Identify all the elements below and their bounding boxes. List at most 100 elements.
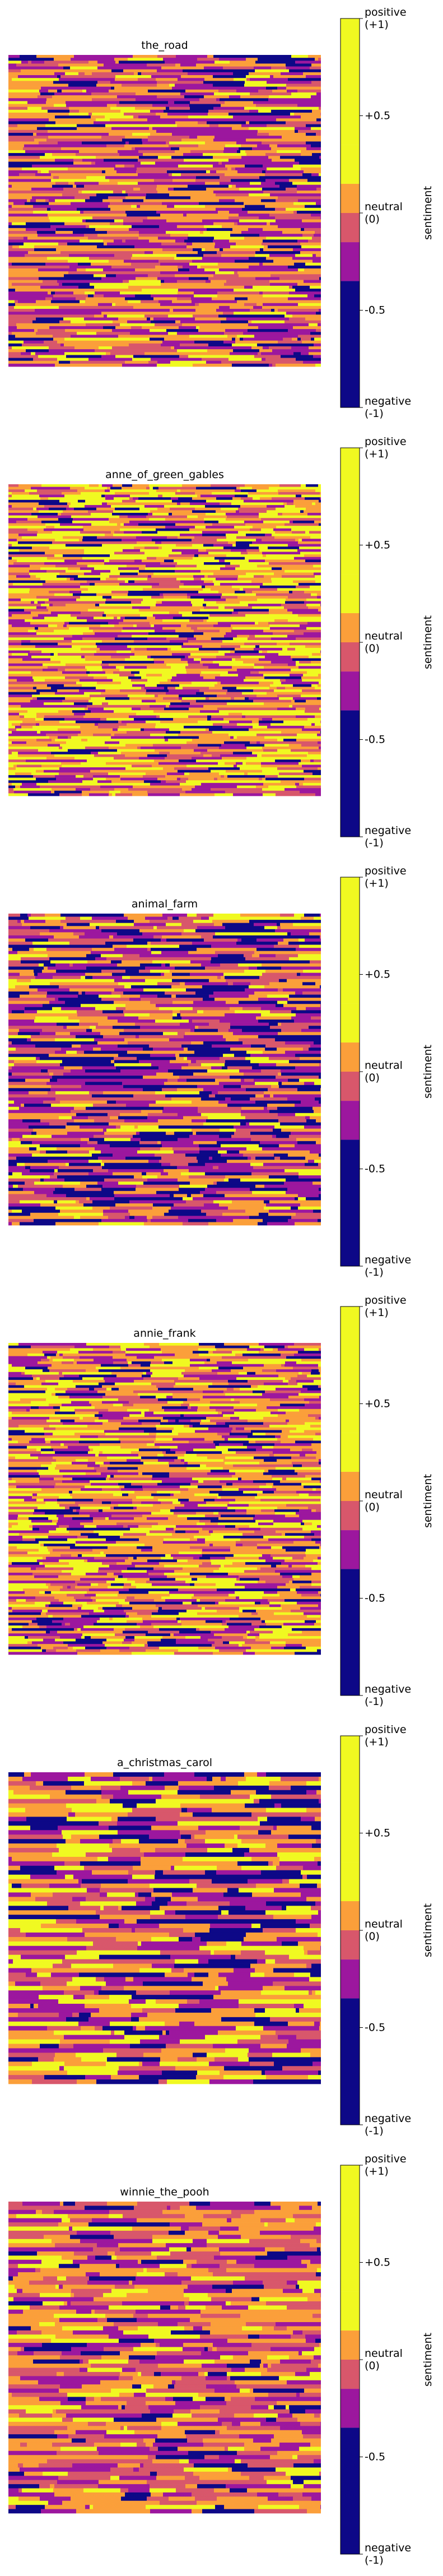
heatmap-cell (189, 127, 232, 131)
heatmap-cell (259, 546, 268, 550)
heatmap-cell (203, 754, 212, 757)
heatmap-cell (167, 772, 184, 776)
heatmap-cell (8, 627, 35, 630)
heatmap-cell (105, 689, 120, 693)
heatmap-cell (272, 718, 307, 721)
heatmap-cell (204, 520, 208, 523)
heatmap-cell (107, 291, 120, 295)
heatmap-cell (137, 541, 155, 544)
heatmap-cell (122, 976, 130, 980)
heatmap-cell (143, 775, 165, 778)
heatmap-cell (189, 528, 218, 531)
heatmap-cell (286, 207, 321, 211)
heatmap-cell (160, 593, 163, 596)
heatmap-cell (8, 167, 22, 171)
heatmap-cell (128, 590, 164, 594)
heatmap-cell (260, 1356, 286, 1359)
heatmap-cell (231, 1097, 250, 1101)
heatmap-cell (34, 972, 38, 976)
heatmap-cell (8, 1218, 34, 1222)
heatmap-cell (58, 614, 71, 617)
heatmap-cell (70, 487, 79, 490)
colorbar-tick-label: negative (-1) (365, 1254, 411, 1278)
heatmap-cell (151, 1144, 162, 1148)
heatmap-cell (105, 741, 119, 744)
heatmap-cell (8, 1048, 16, 1051)
heatmap-cell (229, 712, 242, 716)
heatmap-cell (258, 728, 269, 731)
heatmap-cell (150, 733, 178, 736)
heatmap-cell (277, 515, 311, 518)
heatmap-cell (189, 1134, 219, 1138)
heatmap-cell (237, 271, 282, 275)
heatmap-cell (186, 245, 214, 249)
heatmap-cell (80, 679, 113, 682)
heatmap-cell (55, 1222, 72, 1226)
heatmap-cell (186, 780, 225, 784)
heatmap-cell (86, 323, 120, 327)
heatmap-cell (189, 619, 203, 622)
heatmap-cell (153, 1026, 195, 1030)
heatmap-cell (12, 332, 36, 335)
heatmap-cell (201, 577, 216, 581)
heatmap-cell (263, 291, 289, 295)
heatmap-cell (310, 960, 321, 964)
heatmap-cell (198, 515, 227, 518)
heatmap-cell (220, 502, 231, 506)
heatmap-cell (295, 647, 321, 651)
heatmap-cell (46, 733, 78, 736)
heatmap-cell (190, 502, 220, 506)
heatmap-cell (12, 1066, 52, 1070)
heatmap-cell (298, 129, 321, 133)
heatmap-cell (156, 699, 181, 703)
heatmap-cell (54, 1094, 92, 1098)
heatmap-cell (49, 216, 92, 220)
heatmap-cell (115, 793, 132, 796)
heatmap-cell (62, 282, 90, 286)
heatmap-cell (83, 1343, 86, 1346)
heatmap-cell (46, 948, 73, 952)
heatmap-cell (203, 1088, 246, 1092)
heatmap-cell (240, 1122, 246, 1126)
heatmap-cell (164, 1169, 189, 1173)
heatmap-cell (299, 640, 309, 643)
heatmap-cell (8, 534, 18, 537)
heatmap-cell (287, 303, 298, 307)
heatmap-cell (246, 534, 265, 537)
heatmap-cell (129, 697, 163, 700)
heatmap-cell (8, 66, 43, 70)
heatmap-cell (118, 317, 147, 321)
heatmap-cell (176, 994, 194, 998)
heatmap-cell (8, 228, 26, 231)
heatmap-cell (302, 340, 321, 344)
heatmap-cell (8, 951, 17, 955)
heatmap-cell (146, 193, 169, 197)
heatmap-cell (144, 505, 164, 508)
heatmap-cell (271, 66, 286, 70)
heatmap-cell (172, 512, 176, 516)
heatmap-cell (301, 676, 321, 679)
heatmap-cell (12, 1222, 15, 1226)
heatmap-cell (20, 539, 55, 542)
heatmap-cell (85, 326, 103, 330)
heatmap-cell (114, 239, 117, 243)
heatmap-cell (46, 707, 85, 711)
heatmap-cell (162, 248, 185, 252)
heatmap-cell (184, 929, 195, 933)
heatmap-cell (88, 237, 113, 240)
heatmap-cell (192, 510, 216, 513)
heatmap-cell (122, 720, 146, 724)
heatmap-cell (8, 1082, 46, 1086)
heatmap-cell (8, 86, 41, 90)
heatmap-cell (269, 624, 300, 628)
heatmap-cell (192, 300, 237, 304)
heatmap-cell (189, 104, 221, 108)
heatmap-cell (304, 725, 321, 729)
heatmap-cell (144, 1343, 159, 1346)
heatmap-cell (208, 294, 214, 298)
heatmap-cell (85, 497, 105, 501)
heatmap-cell (201, 559, 219, 563)
heatmap-cell (142, 699, 156, 703)
heatmap-cell (190, 1182, 213, 1185)
heatmap-cell (113, 190, 122, 194)
